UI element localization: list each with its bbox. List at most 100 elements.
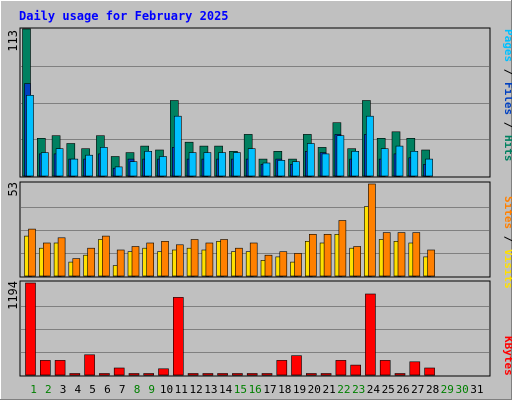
- x-axis-labels: 1 2 3 4 5 6 7 8 9 10 11 12 13 14 15 16 17 18 19 20 21 22 23 24 2…: [30, 383, 483, 396]
- bar-kbytes-day-11: [173, 297, 184, 376]
- bar-pages-day-7: [114, 166, 123, 177]
- bar-pages-day-8: [129, 161, 138, 177]
- bar-sites-day-27: [412, 232, 421, 277]
- bar-pages-day-21: [321, 153, 330, 177]
- bar-pages-day-17: [262, 162, 271, 177]
- bars: [22, 28, 435, 376]
- legend-bottom-part-0: KBytes: [502, 336, 512, 376]
- top-ymax-label: 113: [6, 30, 20, 52]
- bar-kbytes-day-5: [84, 354, 95, 376]
- bar-pages-day-14: [218, 152, 226, 177]
- chart-title: Daily usage for February 2025: [19, 9, 229, 23]
- bar-kbytes-day-27: [409, 361, 421, 376]
- bar-pages-day-22: [336, 135, 345, 177]
- bar-pages-day-24: [366, 115, 374, 177]
- bar-sites-day-5: [87, 247, 95, 277]
- bar-sites-day-4: [72, 258, 81, 277]
- x-tick-label-day-9: 9: [148, 383, 155, 396]
- bar-sites-day-20: [308, 234, 317, 277]
- bar-pages-day-18: [277, 160, 286, 177]
- bar-sites-day-28: [427, 249, 435, 277]
- legend-middle-part-2: Visits: [502, 249, 512, 289]
- x-tick-label-day-11: 11: [175, 383, 188, 396]
- bar-sites-day-10: [161, 241, 169, 277]
- bar-kbytes-day-19: [291, 355, 302, 376]
- bar-pages-day-20: [306, 143, 315, 177]
- bar-sites-day-12: [190, 239, 199, 277]
- legend-top-part-3: /: [502, 115, 512, 135]
- x-tick-label-day-19: 19: [293, 383, 306, 396]
- bar-pages-day-15: [233, 152, 241, 177]
- bar-pages-day-11: [174, 115, 182, 177]
- bar-sites-day-21: [323, 234, 332, 277]
- x-tick-label-day-28: 28: [426, 383, 439, 396]
- bar-sites-day-19: [294, 253, 302, 277]
- bar-kbytes-day-8: [128, 373, 140, 376]
- bar-kbytes-day-7: [113, 367, 125, 376]
- bar-kbytes-day-22: [335, 360, 347, 376]
- x-tick-label-day-15: 15: [234, 383, 247, 396]
- bar-pages-day-2: [40, 152, 49, 177]
- bar-sites-day-11: [176, 244, 184, 277]
- bar-kbytes-day-28: [424, 367, 435, 376]
- bar-sites-day-7: [116, 249, 125, 277]
- bar-kbytes-day-17: [261, 373, 273, 376]
- bar-kbytes-day-18: [276, 360, 288, 376]
- bar-pages-day-5: [85, 154, 93, 177]
- bar-kbytes-day-25: [379, 360, 391, 376]
- bar-sites-day-16: [249, 242, 258, 277]
- legend-pages-files-hits: Pages / Files / Hits: [502, 29, 512, 162]
- bar-kbytes-day-20: [305, 373, 317, 376]
- bar-kbytes-day-6: [99, 373, 110, 376]
- bar-sites-day-2: [42, 242, 51, 277]
- bar-pages-day-1: [26, 95, 34, 177]
- bar-kbytes-day-12: [187, 373, 199, 376]
- x-tick-label-day-21: 21: [322, 383, 335, 396]
- bar-sites-day-14: [220, 239, 228, 277]
- x-tick-label-day-2: 2: [45, 383, 52, 396]
- x-tick-label-day-3: 3: [60, 383, 67, 396]
- x-tick-label-day-23: 23: [352, 383, 365, 396]
- bar-sites-day-3: [57, 237, 66, 277]
- bottom-ymax-label: 1194: [6, 281, 20, 310]
- bar-pages-day-12: [188, 152, 197, 177]
- x-tick-label-day-5: 5: [89, 383, 96, 396]
- panel-bottom-area: [19, 280, 491, 377]
- bar-kbytes-day-4: [69, 373, 81, 376]
- bar-kbytes-day-14: [217, 373, 228, 376]
- x-tick-label-day-8: 8: [134, 383, 141, 396]
- bar-sites-day-25: [382, 232, 391, 277]
- bar-sites-day-26: [397, 232, 406, 277]
- legend-middle-part-1: /: [502, 229, 512, 249]
- middle-ymax-label: 53: [6, 182, 20, 196]
- x-tick-label-day-24: 24: [367, 383, 381, 396]
- x-tick-label-day-14: 14: [219, 383, 233, 396]
- bar-kbytes-day-21: [320, 373, 332, 376]
- bar-sites-day-23: [353, 246, 362, 277]
- x-tick-label-day-26: 26: [396, 383, 409, 396]
- bar-pages-day-3: [55, 148, 64, 177]
- bar-sites-day-17: [264, 254, 273, 277]
- bar-kbytes-day-10: [158, 368, 169, 376]
- bar-pages-day-23: [351, 151, 360, 177]
- bar-kbytes-day-23: [350, 364, 362, 376]
- x-tick-label-day-6: 6: [104, 383, 111, 396]
- bar-pages-day-6: [100, 147, 108, 177]
- x-tick-label-day-13: 13: [204, 383, 217, 396]
- bar-kbytes-day-13: [202, 373, 214, 376]
- legend-middle-part-0: Sites: [502, 196, 512, 229]
- bar-pages-day-13: [203, 152, 212, 177]
- bar-kbytes-day-3: [54, 360, 66, 376]
- x-tick-label-day-16: 16: [249, 383, 262, 396]
- bar-kbytes-day-9: [143, 373, 154, 376]
- bar-pages-day-4: [70, 158, 79, 177]
- x-tick-label-day-27: 27: [411, 383, 424, 396]
- bar-sites-day-8: [131, 246, 140, 277]
- bar-sites-day-24: [368, 183, 376, 277]
- legend-top-part-2: Files: [502, 82, 512, 115]
- x-tick-label-day-7: 7: [119, 383, 126, 396]
- x-tick-label-day-31: 31: [470, 383, 483, 396]
- bar-kbytes-day-26: [394, 373, 406, 376]
- x-tick-label-day-4: 4: [74, 383, 81, 396]
